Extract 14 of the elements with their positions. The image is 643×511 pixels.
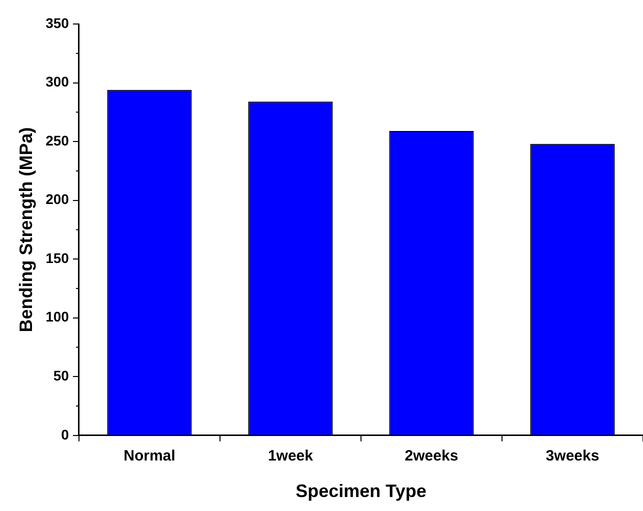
y-tick-label: 200 bbox=[46, 191, 70, 208]
y-tick-label: 100 bbox=[46, 308, 70, 325]
x-tick-label: 1week bbox=[268, 448, 314, 465]
y-tick-label: 50 bbox=[53, 367, 70, 384]
x-axis-title: Specimen Type bbox=[296, 481, 426, 502]
y-axis-title: Bending Strength (MPa) bbox=[16, 127, 36, 332]
x-tick-label: 2weeks bbox=[404, 448, 458, 465]
y-tick-label: 250 bbox=[46, 132, 70, 148]
y-tick-label: 0 bbox=[61, 426, 70, 442]
y-tick-label: 150 bbox=[46, 250, 70, 266]
x-tick-label: 3weeks bbox=[546, 448, 600, 465]
y-tick-label: 300 bbox=[46, 74, 70, 90]
x-tick-label: Normal bbox=[124, 448, 176, 465]
y-tick-label: 350 bbox=[46, 14, 70, 31]
